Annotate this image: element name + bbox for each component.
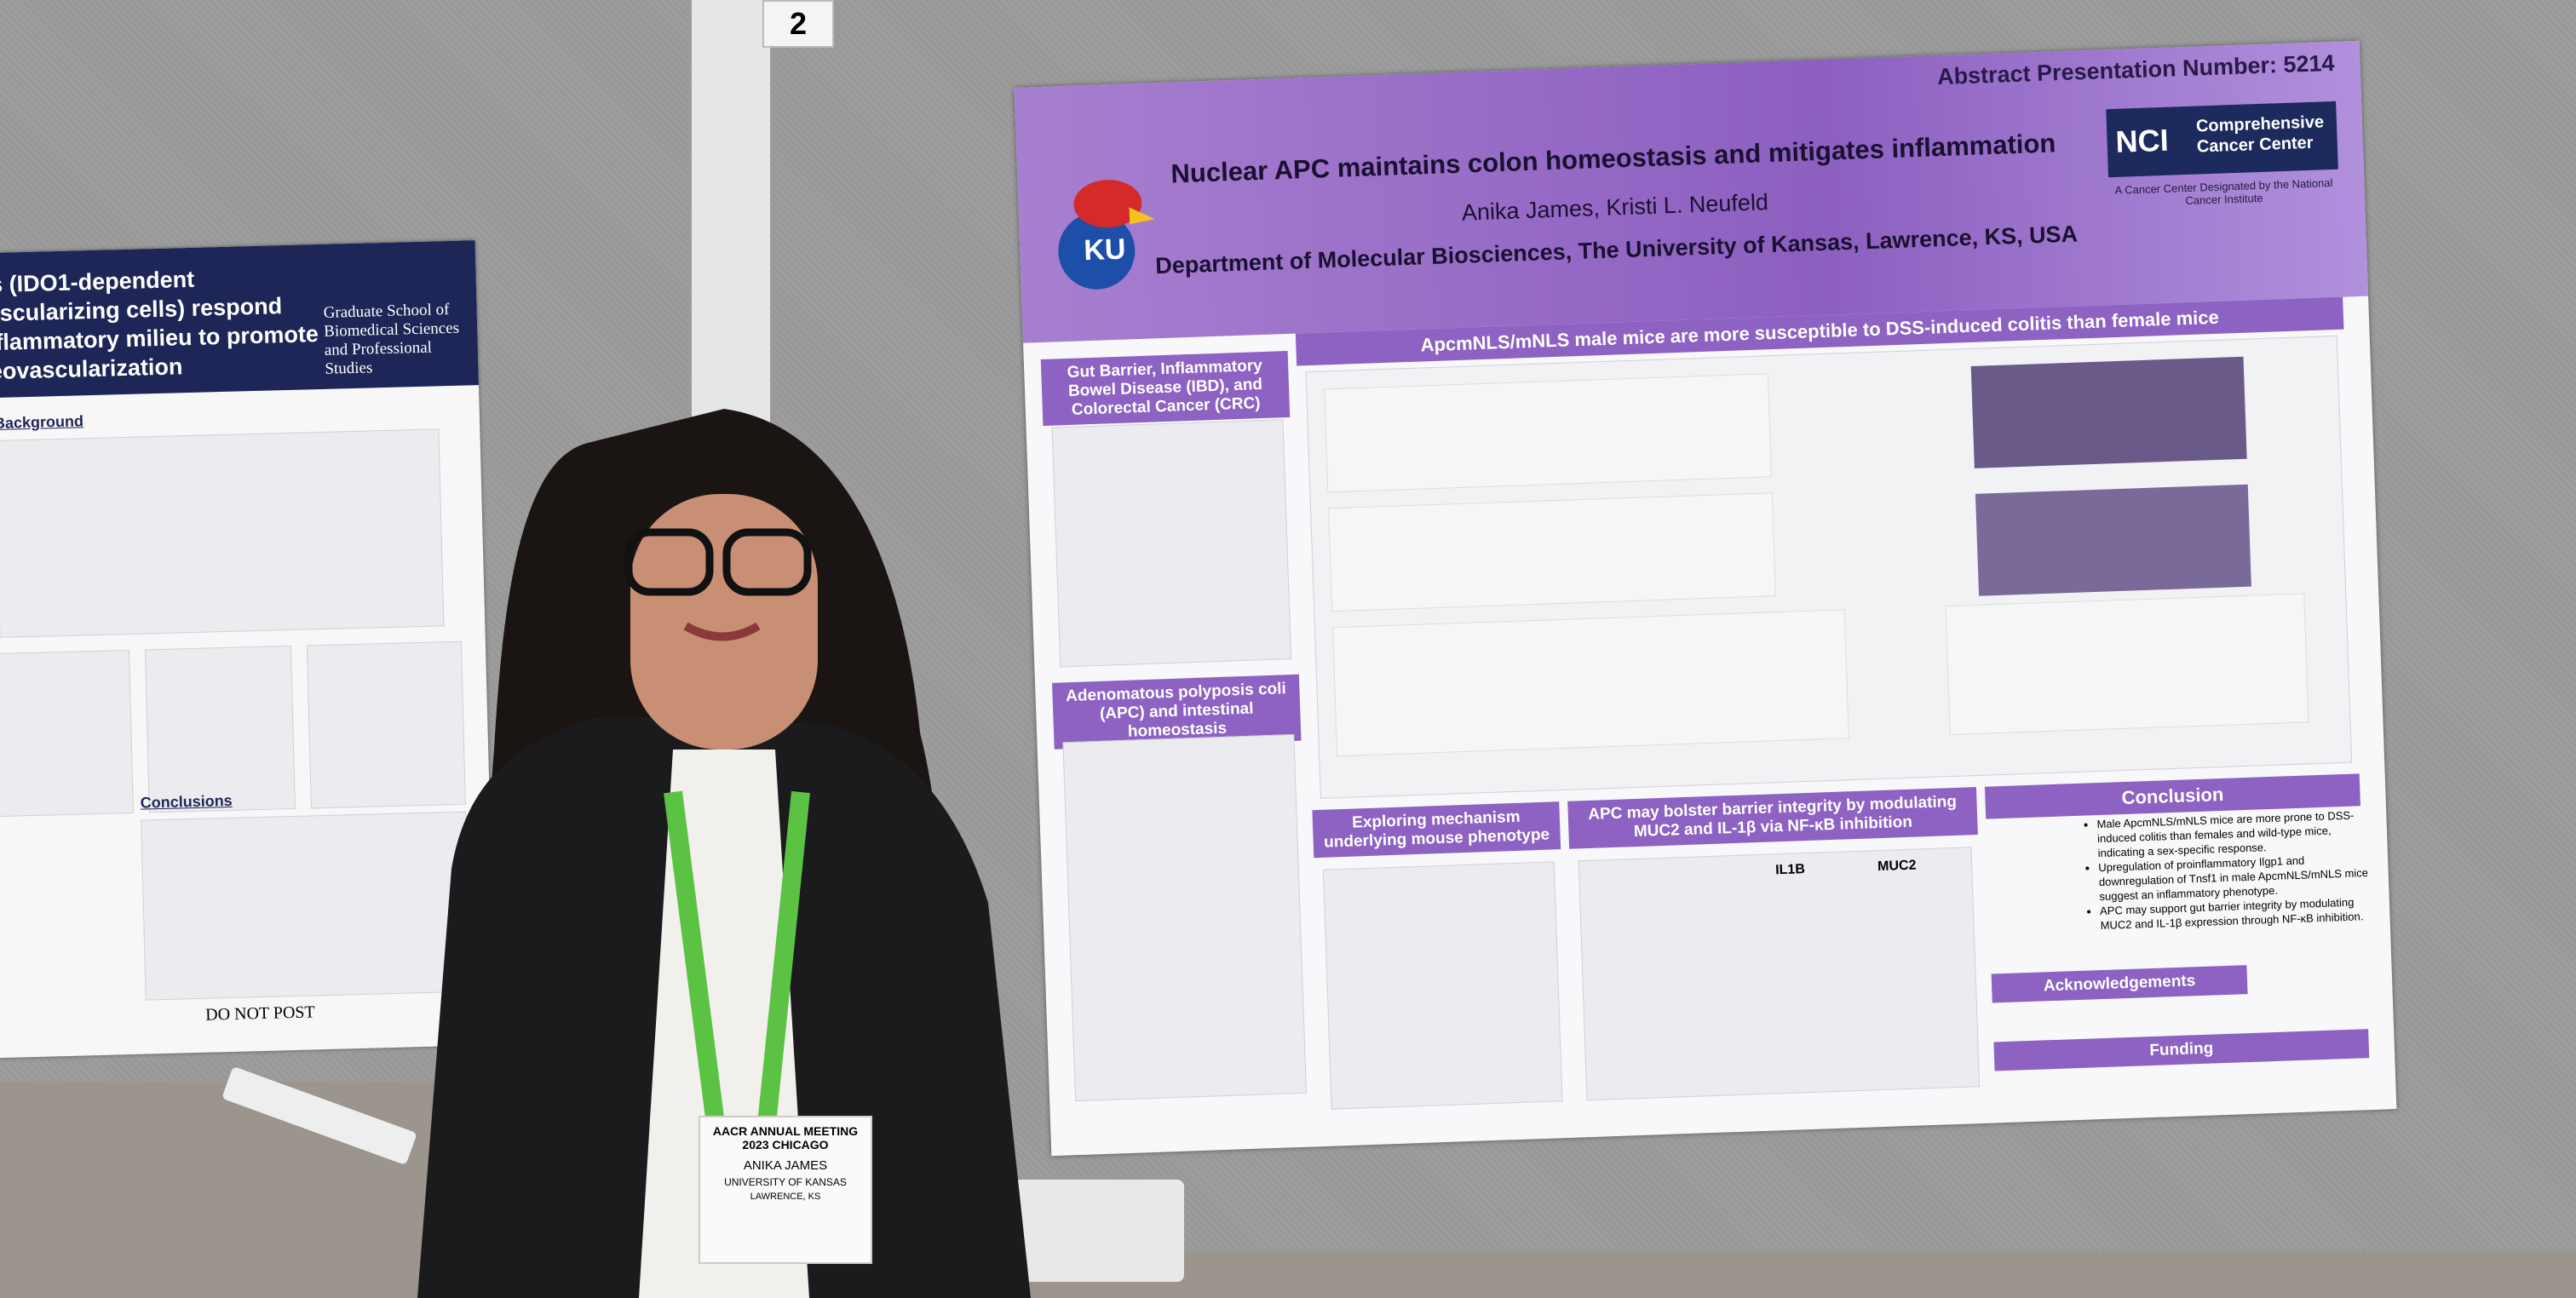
poster-header: Abstract Presentation Number: 5214 KU Nu… xyxy=(1014,40,2369,343)
badge-event: AACR ANNUAL MEETING 2023 CHICAGO xyxy=(712,1124,859,1152)
histology-image xyxy=(1975,484,2251,596)
figure-label: MUC2 xyxy=(1877,858,1917,875)
nci-logo: NCI Comprehensive Cancer Center xyxy=(2106,101,2338,178)
section-header: Funding xyxy=(1993,1029,2370,1071)
section-header: Gut Barrier, Inflammatory Bowel Disease … xyxy=(1040,350,1291,427)
figure-panel xyxy=(1328,492,1776,612)
left-section: Background xyxy=(0,412,84,433)
figure-label: IL1B xyxy=(1774,862,1806,878)
histology-image xyxy=(1970,356,2247,468)
figure xyxy=(1305,335,2353,799)
section-header: APC may bolster barrier integrity by mod… xyxy=(1567,787,1978,849)
left-figure xyxy=(0,649,134,818)
conclusion-list: Male ApcmNLS/mNLS mice are more prone to… xyxy=(2079,807,2373,933)
figure xyxy=(1062,733,1307,1102)
nci-mark: NCI xyxy=(2114,122,2170,159)
abstract-number: Abstract Presentation Number: 5214 xyxy=(1936,49,2336,90)
left-figure xyxy=(0,428,445,638)
badge-org: UNIVERSITY OF KANSAS xyxy=(724,1176,847,1188)
figure xyxy=(1322,861,1563,1110)
board-number: 2 xyxy=(762,0,834,48)
badge-city: LAWRENCE, KS xyxy=(750,1192,821,1202)
left-poster-school: Graduate School of Biomedical Sciences a… xyxy=(323,300,460,378)
figure-panel xyxy=(1945,593,2309,736)
main-poster: Abstract Presentation Number: 5214 KU Nu… xyxy=(1014,40,2397,1157)
nci-name: Comprehensive Cancer Center xyxy=(2195,112,2325,157)
section-header: Acknowledgements xyxy=(1991,965,2248,1003)
left-section: Conclusions xyxy=(140,791,233,812)
nci-tagline: A Cancer Center Designated by the Nation… xyxy=(2114,176,2333,208)
chair xyxy=(1014,1180,1184,1282)
left-figure xyxy=(144,645,296,813)
name-badge: AACR ANNUAL MEETING 2023 CHICAGO ANIKA J… xyxy=(699,1116,872,1264)
left-poster-title: Cs (IDO1-dependent vascularizing cells) … xyxy=(0,266,319,385)
left-poster-footer: DO NOT POST xyxy=(204,1002,316,1025)
svg-text:KU: KU xyxy=(1084,233,1126,267)
figure-panel xyxy=(1331,609,1849,757)
left-poster-header: Cs (IDO1-dependent vascularizing cells) … xyxy=(0,240,479,399)
badge-name: ANIKA JAMES xyxy=(743,1158,828,1173)
section-header: Exploring mechanism underlying mouse phe… xyxy=(1312,801,1561,859)
figure-panel xyxy=(1324,373,1773,493)
figure xyxy=(1051,419,1292,668)
figure: IL1B MUC2 xyxy=(1578,847,1981,1101)
poster-title: Nuclear APC maintains colon homeostasis … xyxy=(1170,128,2056,189)
jayhawk-logo: KU xyxy=(1058,180,1156,290)
